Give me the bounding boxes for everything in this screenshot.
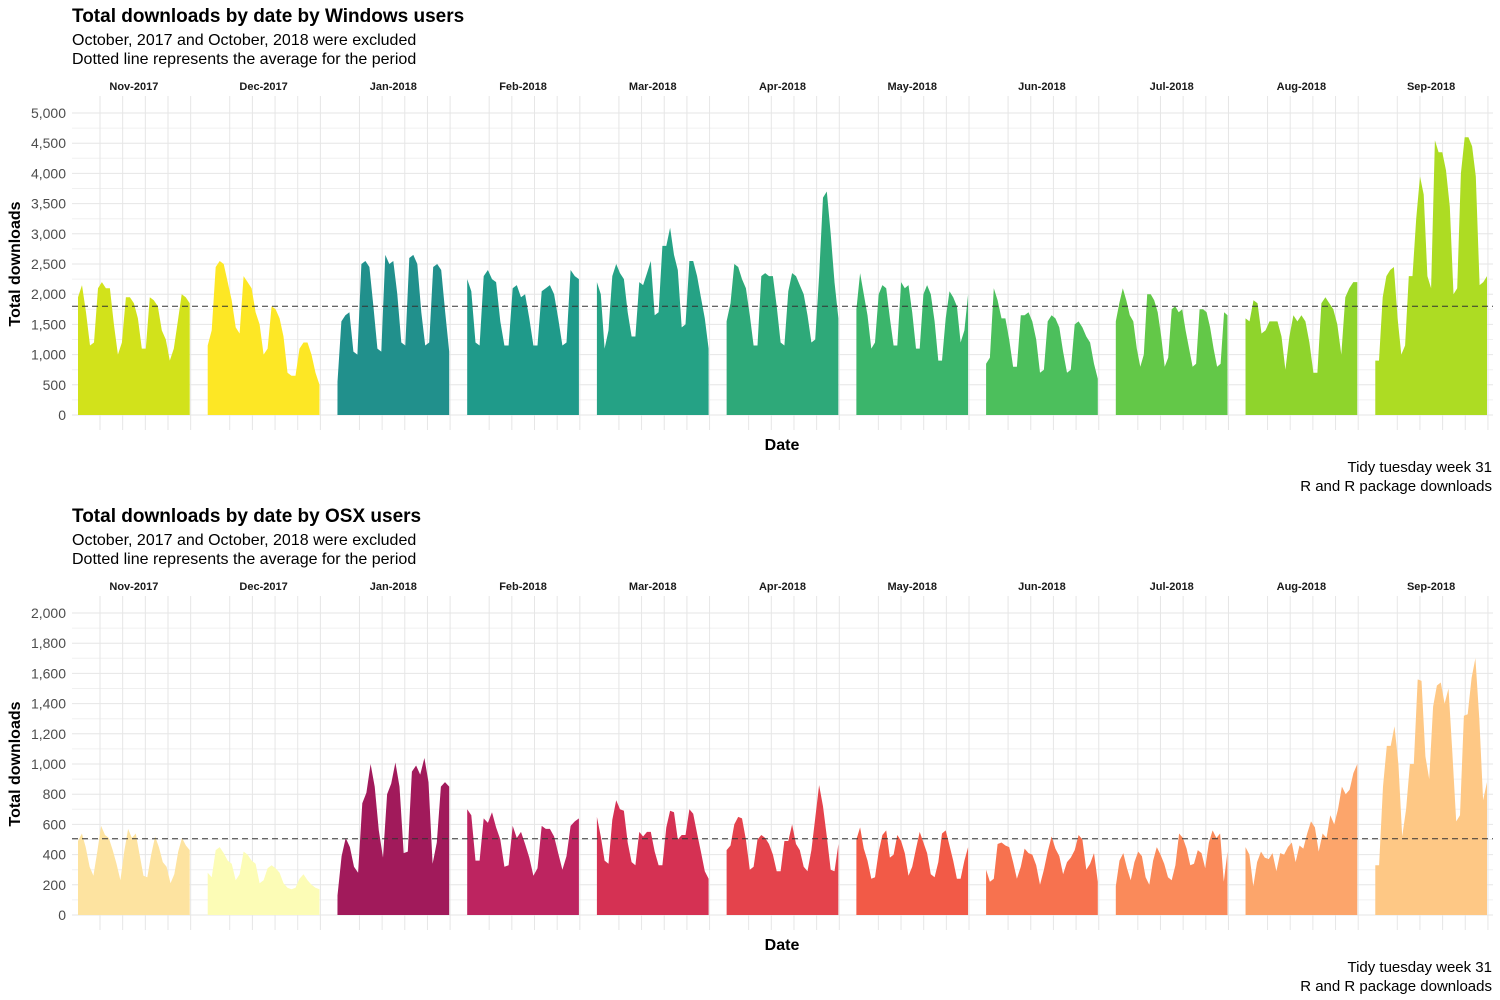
y-tick-label: 1,500 xyxy=(31,316,66,332)
facet-label: Dec-2017 xyxy=(239,81,287,93)
area-series-mar-2018 xyxy=(596,227,709,415)
facet-label: May-2018 xyxy=(887,581,937,593)
y-tick-label: 500 xyxy=(43,377,67,393)
area-series-apr-2018 xyxy=(726,785,839,915)
area-series-feb-2018 xyxy=(467,270,579,415)
caption-line-1: Tidy tuesday week 31 xyxy=(1347,959,1492,976)
osx-panel: Total downloads by date by OSX users Oct… xyxy=(0,500,1500,1000)
facet-label: Dec-2017 xyxy=(239,581,287,593)
y-tick-label: 1,400 xyxy=(31,696,66,712)
y-tick-label: 200 xyxy=(43,877,67,893)
chart-subtitle-line-1: October, 2017 and October, 2018 were exc… xyxy=(72,532,416,549)
facet-label: Jul-2018 xyxy=(1150,81,1194,93)
facet-label: Jun-2018 xyxy=(1018,81,1066,93)
facet-label: Jun-2018 xyxy=(1018,581,1066,593)
facet-label: Jan-2018 xyxy=(370,581,417,593)
facet-label: Sep-2018 xyxy=(1407,81,1455,93)
y-tick-label: 400 xyxy=(43,847,67,863)
area-series-sep-2018 xyxy=(1375,658,1487,915)
caption-line-2: R and R package downloads xyxy=(1300,478,1492,495)
area-series-jul-2018 xyxy=(1115,830,1228,915)
facet-label: Feb-2018 xyxy=(499,81,547,93)
y-tick-label: 3,000 xyxy=(31,226,66,242)
facet-label: Nov-2017 xyxy=(109,581,158,593)
facet-label: Apr-2018 xyxy=(759,581,806,593)
facet-strips: Nov-2017 Dec-2017 Jan-2018 Feb-2018 Mar-2018… xyxy=(109,581,1455,593)
area-series-jun-2018 xyxy=(986,835,1098,915)
y-axis-label: Total downloads xyxy=(7,201,24,326)
area-series-feb-2018 xyxy=(467,809,579,915)
y-tick-label: 3,500 xyxy=(31,196,66,212)
facet-label: Apr-2018 xyxy=(759,81,806,93)
y-tick-label: 1,800 xyxy=(31,635,66,651)
y-axis-ticks: 0 200 400 600 800 1,000 1,200 1,400 1,600 1,800 2,… xyxy=(31,605,66,923)
y-tick-label: 800 xyxy=(43,786,67,802)
area-series-mar-2018 xyxy=(596,800,709,915)
caption-line-1: Tidy tuesday week 31 xyxy=(1347,459,1492,476)
area-series-nov-2017 xyxy=(78,825,190,915)
y-tick-label: 1,000 xyxy=(31,347,66,363)
area-series-dec-2017 xyxy=(207,261,320,415)
y-tick-label: 1,200 xyxy=(31,726,66,742)
chart-title: Total downloads by date by OSX users xyxy=(72,506,421,527)
area-series-aug-2018 xyxy=(1245,764,1358,915)
chart-title: Total downloads by date by Windows users xyxy=(72,6,464,27)
area-series-apr-2018 xyxy=(726,191,839,415)
area-series-jun-2018 xyxy=(986,288,1098,415)
area-marks xyxy=(78,658,1487,915)
area-series-aug-2018 xyxy=(1245,282,1358,415)
x-axis-label: Date xyxy=(765,437,800,454)
area-series-may-2018 xyxy=(856,273,969,415)
y-axis-ticks: 0 500 1,000 1,500 2,000 2,500 3,000 3,500 4,000 4… xyxy=(31,105,66,423)
facet-label: Aug-2018 xyxy=(1277,81,1327,93)
windows-panel: Total downloads by date by Windows users… xyxy=(7,6,1493,495)
y-tick-label: 0 xyxy=(58,907,66,923)
y-tick-label: 0 xyxy=(58,407,66,423)
chart-subtitle-line-2: Dotted line represents the average for t… xyxy=(72,551,416,568)
y-tick-label: 1,600 xyxy=(31,665,66,681)
facet-label: Mar-2018 xyxy=(629,581,677,593)
osx-downloads-chart: Total downloads by date by OSX users Oct… xyxy=(7,506,1493,995)
y-tick-label: 600 xyxy=(43,816,67,832)
area-series-jul-2018 xyxy=(1115,288,1228,415)
facet-label: May-2018 xyxy=(887,81,937,93)
facet-label: Sep-2018 xyxy=(1407,581,1455,593)
facet-label: Aug-2018 xyxy=(1277,581,1327,593)
facet-label: Feb-2018 xyxy=(499,581,547,593)
caption-line-2: R and R package downloads xyxy=(1300,978,1492,995)
chart-subtitle-line-2: Dotted line represents the average for t… xyxy=(72,51,416,68)
windows-downloads-chart: Total downloads by date by Windows users… xyxy=(7,6,1493,495)
area-series-jan-2018 xyxy=(337,758,450,915)
facet-label: Nov-2017 xyxy=(109,81,158,93)
area-marks xyxy=(78,137,1487,415)
y-axis-label: Total downloads xyxy=(7,701,24,826)
area-series-nov-2017 xyxy=(78,282,190,415)
facet-strips: Nov-2017 Dec-2017 Jan-2018 Feb-2018 Mar-2018… xyxy=(109,81,1455,93)
y-tick-label: 5,000 xyxy=(31,105,66,121)
y-tick-label: 2,000 xyxy=(31,286,66,302)
y-tick-label: 1,000 xyxy=(31,756,66,772)
area-series-jan-2018 xyxy=(337,254,450,415)
area-series-dec-2017 xyxy=(207,847,320,915)
chart-subtitle-line-1: October, 2017 and October, 2018 were exc… xyxy=(72,32,416,49)
y-tick-label: 4,000 xyxy=(31,165,66,181)
y-tick-label: 2,000 xyxy=(31,605,66,621)
x-axis-label: Date xyxy=(765,937,800,954)
facet-label: Jul-2018 xyxy=(1150,581,1194,593)
facet-label: Mar-2018 xyxy=(629,81,677,93)
y-tick-label: 4,500 xyxy=(31,135,66,151)
area-series-sep-2018 xyxy=(1375,137,1487,415)
facet-label: Jan-2018 xyxy=(370,81,417,93)
area-series-may-2018 xyxy=(856,827,969,915)
y-tick-label: 2,500 xyxy=(31,256,66,272)
